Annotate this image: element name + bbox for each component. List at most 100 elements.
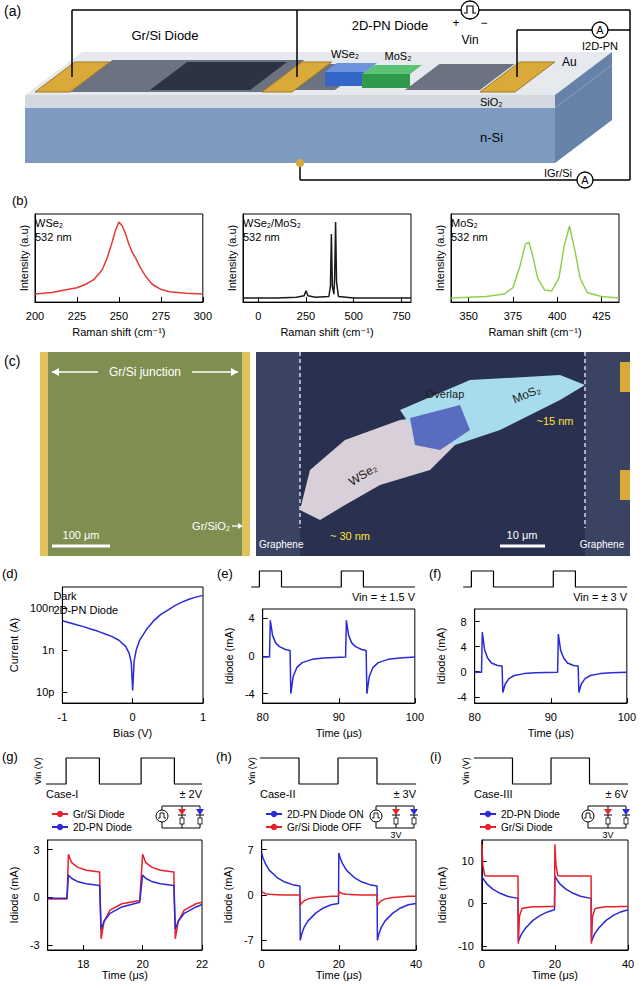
svg-text:MoS₂: MoS₂ (385, 50, 412, 62)
svg-text:Vin (V): Vin (V) (247, 757, 257, 784)
svg-text:I2D-PN: I2D-PN (582, 40, 618, 52)
svg-text:Idiode (mA): Idiode (mA) (8, 867, 20, 924)
svg-text:WSe₂/MoS₂: WSe₂/MoS₂ (243, 217, 301, 229)
svg-text:−: − (480, 16, 487, 30)
svg-text:22: 22 (196, 958, 208, 970)
svg-text:(d): (d) (2, 566, 18, 581)
svg-text:-1: -1 (57, 711, 67, 723)
svg-text:20: 20 (137, 958, 149, 970)
svg-text:100: 100 (618, 711, 636, 723)
svg-text:0: 0 (468, 897, 474, 909)
svg-text:0: 0 (479, 958, 485, 970)
svg-text:275: 275 (152, 310, 170, 322)
svg-text:(e): (e) (217, 566, 233, 581)
svg-text:Time (μs): Time (μs) (316, 969, 362, 981)
svg-text:WSe₂: WSe₂ (331, 48, 359, 60)
svg-text:532 nm: 532 nm (451, 231, 488, 243)
svg-text:2D-PN Diode: 2D-PN Diode (53, 604, 118, 616)
svg-text:532 nm: 532 nm (35, 231, 72, 243)
svg-text:SiO₂: SiO₂ (480, 96, 503, 108)
svg-text:100 μm: 100 μm (63, 529, 100, 541)
svg-text:1n: 1n (42, 644, 54, 656)
svg-text:Vin (V): Vin (V) (33, 757, 43, 784)
svg-text:Case-II: Case-II (260, 788, 295, 800)
svg-text:± 2V: ± 2V (179, 788, 202, 800)
svg-text:(c): (c) (4, 353, 20, 369)
svg-text:Gr/Si Diode OFF: Gr/Si Diode OFF (287, 822, 361, 833)
svg-text:Time (μs): Time (μs) (102, 969, 148, 981)
svg-text:4: 4 (249, 612, 255, 624)
svg-text:-10: -10 (458, 940, 474, 952)
svg-text:IGr/Si: IGr/Si (544, 167, 572, 179)
svg-text:Idiode (mA): Idiode (mA) (436, 867, 448, 924)
svg-text:Raman shift (cm⁻¹): Raman shift (cm⁻¹) (72, 326, 165, 338)
svg-text:Au: Au (562, 55, 577, 69)
svg-text:225: 225 (68, 310, 86, 322)
svg-text:0: 0 (249, 650, 255, 662)
svg-text:~ 30 nm: ~ 30 nm (330, 530, 370, 542)
svg-text:(i): (i) (430, 749, 442, 764)
svg-text:Overlap: Overlap (426, 388, 465, 400)
svg-text:2D-PN Diode ON: 2D-PN Diode ON (287, 809, 364, 820)
svg-text:Intensity (a.u): Intensity (a.u) (226, 225, 238, 292)
svg-text:2D-PN Diode: 2D-PN Diode (501, 809, 560, 820)
svg-text:7: 7 (248, 844, 254, 856)
svg-text:Vin (V): Vin (V) (461, 757, 471, 784)
svg-text:(f): (f) (429, 566, 441, 581)
svg-text:± 6V: ± 6V (605, 788, 628, 800)
svg-text:250: 250 (110, 310, 128, 322)
svg-text:-4: -4 (457, 691, 467, 703)
svg-text:Intensity (a.u): Intensity (a.u) (434, 225, 446, 292)
svg-text:2D-PN Diode: 2D-PN Diode (352, 18, 429, 33)
svg-text:250: 250 (297, 310, 315, 322)
svg-text:20: 20 (549, 958, 561, 970)
svg-text:± 3V: ± 3V (393, 788, 416, 800)
svg-text:Gr/SiO₂: Gr/SiO₂ (192, 520, 230, 532)
svg-text:Gr/Si Diode: Gr/Si Diode (501, 822, 553, 833)
svg-text:40: 40 (622, 958, 634, 970)
svg-text:-7: -7 (244, 934, 254, 946)
svg-text:100: 100 (406, 711, 424, 723)
svg-text:0: 0 (255, 310, 261, 322)
svg-text:350: 350 (460, 310, 478, 322)
svg-text:Case-III: Case-III (474, 788, 513, 800)
svg-text:532 nm: 532 nm (243, 231, 280, 243)
svg-text:Dark: Dark (53, 590, 77, 602)
svg-text:Current (A): Current (A) (8, 618, 20, 672)
svg-text:90: 90 (333, 711, 345, 723)
svg-text:MoS₂: MoS₂ (510, 382, 543, 406)
svg-text:0: 0 (130, 711, 136, 723)
svg-text:Graphene: Graphene (580, 539, 625, 550)
svg-text:-4: -4 (245, 688, 255, 700)
svg-text:+: + (452, 16, 459, 30)
svg-text:0: 0 (34, 891, 40, 903)
svg-text:(g): (g) (2, 749, 18, 764)
svg-text:10p: 10p (36, 686, 54, 698)
svg-text:90: 90 (545, 711, 557, 723)
svg-text:0: 0 (259, 958, 265, 970)
svg-text:(b): (b) (12, 193, 28, 208)
svg-text:8: 8 (461, 616, 467, 628)
svg-text:80: 80 (469, 711, 481, 723)
svg-text:Raman shift (cm⁻¹): Raman shift (cm⁻¹) (488, 326, 581, 338)
svg-text:Vin = ± 1.5 V: Vin = ± 1.5 V (352, 591, 416, 603)
svg-text:1: 1 (200, 711, 206, 723)
svg-text:200: 200 (26, 310, 44, 322)
svg-text:Time (μs): Time (μs) (316, 727, 362, 739)
svg-text:10 μm: 10 μm (507, 529, 538, 541)
svg-text:0: 0 (461, 666, 467, 678)
svg-text:Idiode (mA): Idiode (mA) (222, 867, 234, 924)
svg-text:20: 20 (333, 958, 345, 970)
svg-text:80: 80 (257, 711, 269, 723)
svg-text:10: 10 (462, 855, 474, 867)
svg-text:-3: -3 (30, 939, 40, 951)
svg-text:2D-PN Diode: 2D-PN Diode (73, 822, 132, 833)
svg-text:Vin = ± 3 V: Vin = ± 3 V (573, 591, 628, 603)
svg-text:Idiode (mA): Idiode (mA) (435, 628, 447, 685)
svg-text:MoS₂: MoS₂ (451, 217, 478, 229)
svg-text:500: 500 (345, 310, 363, 322)
svg-text:(a): (a) (4, 3, 21, 19)
svg-text:Idiode (mA): Idiode (mA) (223, 628, 235, 685)
svg-text:Time (μs): Time (μs) (528, 727, 574, 739)
svg-text:3V: 3V (602, 830, 613, 840)
